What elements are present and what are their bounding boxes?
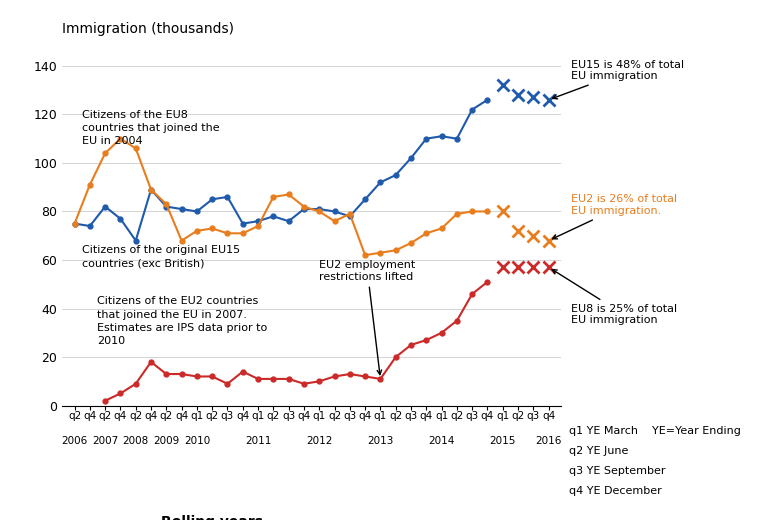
Text: 2010: 2010 <box>184 436 210 446</box>
Text: 2015: 2015 <box>489 436 516 446</box>
Text: EU15 is 48% of total
EU immigration: EU15 is 48% of total EU immigration <box>553 60 684 99</box>
Text: Citizens of the EU8
countries that joined the
EU in 2004: Citizens of the EU8 countries that joine… <box>83 110 220 146</box>
Text: Rolling years: Rolling years <box>161 515 263 520</box>
Text: 2016: 2016 <box>535 436 562 446</box>
Text: EU2 employment
restrictions lifted: EU2 employment restrictions lifted <box>319 260 415 374</box>
Text: 2011: 2011 <box>245 436 271 446</box>
Text: 2008: 2008 <box>122 436 149 446</box>
Text: q2 YE June: q2 YE June <box>569 446 628 456</box>
Text: 2013: 2013 <box>367 436 393 446</box>
Text: Immigration (thousands): Immigration (thousands) <box>62 22 234 36</box>
Text: q3 YE September: q3 YE September <box>569 466 665 476</box>
Text: q4 YE December: q4 YE December <box>569 486 661 496</box>
Text: EU2 is 26% of total
EU immigration.: EU2 is 26% of total EU immigration. <box>552 194 677 239</box>
Text: 2012: 2012 <box>306 436 333 446</box>
Text: EU8 is 25% of total
EU immigration: EU8 is 25% of total EU immigration <box>552 269 677 326</box>
Text: 2009: 2009 <box>153 436 179 446</box>
Text: 2014: 2014 <box>428 436 455 446</box>
Text: 2007: 2007 <box>92 436 118 446</box>
Text: Citizens of the EU2 countries
that joined the EU in 2007.
Estimates are IPS data: Citizens of the EU2 countries that joine… <box>97 296 268 346</box>
Text: Citizens of the original EU15
countries (exc British): Citizens of the original EU15 countries … <box>83 245 241 269</box>
Text: 2006: 2006 <box>62 436 88 446</box>
Text: q1 YE March    YE=Year Ending: q1 YE March YE=Year Ending <box>569 426 741 436</box>
